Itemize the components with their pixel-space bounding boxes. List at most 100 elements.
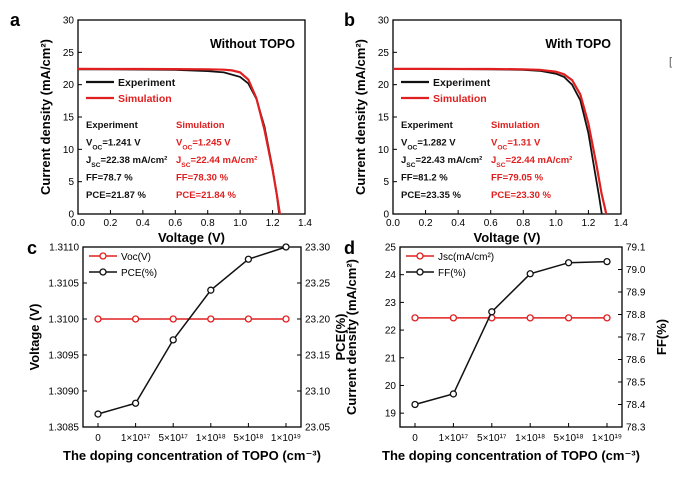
x-tick-label: 1.4 <box>298 218 312 229</box>
x-tick-label: 1×10¹⁷ <box>121 433 151 444</box>
x-tick-label: 0 <box>95 433 101 444</box>
chart-title: Without TOPO <box>210 37 295 51</box>
data-point <box>564 314 573 322</box>
data-point <box>526 314 534 322</box>
data-point <box>131 315 140 323</box>
legend-label: Simulation <box>433 93 487 105</box>
right-y-tick-label: 78.8 <box>626 310 646 321</box>
experiment-annotation: Experiment <box>86 120 139 131</box>
left-y-tick-label: 1.3095 <box>48 351 79 362</box>
data-point <box>207 286 215 294</box>
left-y-tick-label: 1.3100 <box>48 315 79 326</box>
simulation-annotation: PCE=23.30 % <box>491 190 551 201</box>
legend-marker <box>99 252 107 260</box>
legend-label: Jsc(mA/cm²) <box>438 252 494 263</box>
x-tick-label: 1×10¹⁸ <box>515 433 545 444</box>
y-tick-label: 25 <box>63 48 75 59</box>
left-y-tick-label: 24 <box>385 270 397 281</box>
simulation-annotation: JSC=22.44 mA/cm² <box>176 155 257 169</box>
data-point <box>411 314 419 322</box>
simulation-annotation: FF=79.05 % <box>491 173 544 184</box>
legend-label: Experiment <box>433 77 491 89</box>
left-y-tick-label: 21 <box>385 353 397 364</box>
y-tick-label: 15 <box>63 113 75 124</box>
x-tick-label: 1×10¹⁹ <box>592 433 622 444</box>
panel-a: 0.0 0.2 0.4 0.6 0.8 1.0 1.2 1.4 0 5 10 15 20 25 30 Volt… <box>10 10 312 245</box>
right-y-tick-label: 78.7 <box>626 333 646 344</box>
stray-mark: [ <box>669 56 673 68</box>
experiment-annotation: JSC=22.38 mA/cm² <box>86 155 167 169</box>
simulation-annotation: PCE=21.84 % <box>176 190 236 201</box>
x-tick-label: 1.0 <box>549 218 563 229</box>
y-tick-label: 20 <box>378 80 390 91</box>
data-point <box>411 400 419 409</box>
x-tick-label: 1×10¹⁷ <box>439 433 469 444</box>
experiment-annotation: PCE=21.87 % <box>86 190 146 201</box>
data-point <box>131 399 140 407</box>
series-line <box>414 260 608 406</box>
experiment-annotation: FF=81.2 % <box>401 173 448 184</box>
simulation-annotation: Simulation <box>176 120 225 131</box>
x-axis-label: The doping concentration of TOPO (cm⁻³) <box>63 448 321 463</box>
legend-marker <box>416 252 424 260</box>
right-y-tick-label: 78.6 <box>626 355 646 366</box>
left-y-tick-label: 23 <box>385 298 397 309</box>
legend-label: FF(%) <box>438 268 466 279</box>
right-y-tick-label: 23.25 <box>305 279 330 290</box>
left-y-axis-label: Voltage (V) <box>27 304 42 371</box>
data-point <box>94 410 102 418</box>
x-tick-label: 0 <box>412 433 418 444</box>
data-point <box>603 314 611 322</box>
y-tick-label: 20 <box>63 80 75 91</box>
y-tick-label: 30 <box>378 16 390 27</box>
chart-title: With TOPO <box>545 37 611 51</box>
simulation-annotation: JSC=22.44 mA/cm² <box>491 155 572 169</box>
left-y-tick-label: 1.3105 <box>48 279 79 290</box>
experiment-annotation: FF=78.7 % <box>86 173 133 184</box>
left-y-axis-label: Current density (mA/cm²) <box>344 259 359 415</box>
data-point <box>244 315 253 323</box>
panel-b: 0.0 0.2 0.4 0.6 0.8 1.0 1.2 1.4 0 5 10 15 20 25 30 Volt… <box>344 10 628 245</box>
data-point <box>282 315 290 323</box>
x-tick-label: 1.4 <box>614 218 628 229</box>
y-tick-label: 5 <box>68 177 74 188</box>
panel-label: a <box>10 10 21 30</box>
legend-marker <box>416 268 424 276</box>
panel-label: c <box>27 238 37 258</box>
y-axis-label: Current density (mA/cm²) <box>353 39 368 195</box>
panel-label: b <box>344 10 355 30</box>
y-tick-label: 15 <box>378 113 390 124</box>
x-tick-label: 1×10¹⁸ <box>196 433 226 444</box>
right-y-tick-label: 23.10 <box>305 387 330 398</box>
data-point <box>449 314 458 322</box>
x-tick-label: 1.0 <box>233 218 247 229</box>
left-y-tick-label: 25 <box>385 243 397 254</box>
right-y-axis-label: FF(%) <box>654 319 669 355</box>
right-y-axis-label: PCE(%) <box>333 314 348 361</box>
y-tick-label: 10 <box>378 145 390 156</box>
x-tick-label: 0.6 <box>168 218 182 229</box>
x-tick-label: 0.8 <box>201 218 215 229</box>
legend-label: Simulation <box>118 93 172 105</box>
legend-marker <box>99 268 107 276</box>
right-y-tick-label: 78.3 <box>626 423 646 434</box>
data-point <box>282 243 290 251</box>
x-tick-label: 0.2 <box>419 218 433 229</box>
x-tick-label: 0.4 <box>136 218 150 229</box>
left-y-tick-label: 22 <box>385 326 397 337</box>
simulation-annotation: VOC=1.31 V <box>491 138 541 152</box>
y-tick-label: 30 <box>63 16 75 27</box>
y-tick-label: 0 <box>383 210 389 221</box>
right-y-tick-label: 78.9 <box>626 288 646 299</box>
y-axis-label: Current density (mA/cm²) <box>38 39 53 195</box>
data-point <box>603 257 611 266</box>
series-line <box>97 246 287 415</box>
right-y-tick-label: 23.20 <box>305 315 330 326</box>
right-y-tick-label: 78.4 <box>626 400 646 411</box>
x-tick-label: 0.4 <box>451 218 465 229</box>
panel-d: 0 1×10¹⁷ 5×10¹⁷ 1×10¹⁸ 5×10¹⁸ 1×10¹⁹ 19 20 21 22 2… <box>344 238 669 463</box>
right-y-tick-label: 23.05 <box>305 423 330 434</box>
x-tick-label: 5×10¹⁷ <box>158 433 188 444</box>
data-point <box>526 270 534 278</box>
